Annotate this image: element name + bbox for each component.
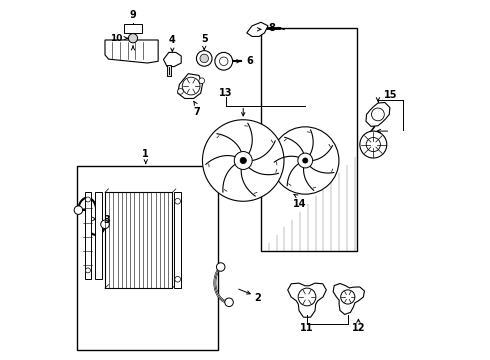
Text: 8: 8: [268, 23, 275, 33]
Polygon shape: [105, 40, 158, 63]
Circle shape: [234, 152, 252, 170]
Text: 13: 13: [219, 88, 232, 98]
Circle shape: [360, 131, 387, 158]
Polygon shape: [178, 74, 202, 99]
Text: 5: 5: [201, 33, 208, 44]
Circle shape: [178, 89, 183, 94]
Circle shape: [240, 157, 246, 164]
Bar: [124, 24, 142, 33]
Circle shape: [128, 33, 138, 43]
Circle shape: [215, 53, 233, 70]
Circle shape: [199, 78, 205, 84]
Polygon shape: [174, 192, 181, 288]
Text: 9: 9: [130, 10, 136, 20]
Circle shape: [341, 290, 355, 304]
Polygon shape: [366, 103, 390, 126]
Text: 14: 14: [293, 199, 307, 210]
Circle shape: [366, 138, 380, 152]
Polygon shape: [288, 283, 326, 317]
Polygon shape: [85, 192, 91, 279]
Text: 2: 2: [254, 293, 261, 303]
Circle shape: [298, 153, 313, 168]
Polygon shape: [164, 53, 181, 67]
Bar: [96, 192, 102, 279]
Circle shape: [175, 198, 180, 204]
Circle shape: [74, 206, 83, 215]
Circle shape: [85, 197, 91, 202]
Text: 12: 12: [352, 323, 365, 333]
Text: 7: 7: [194, 107, 200, 117]
Circle shape: [202, 120, 284, 201]
Circle shape: [225, 298, 233, 306]
Text: 6: 6: [247, 56, 253, 66]
Circle shape: [182, 77, 200, 95]
Text: 11: 11: [300, 323, 314, 333]
Circle shape: [101, 220, 109, 229]
Text: 10: 10: [110, 34, 122, 43]
Bar: [76, 166, 219, 350]
Circle shape: [303, 158, 308, 163]
Polygon shape: [247, 22, 268, 36]
Text: 1: 1: [143, 149, 149, 159]
Circle shape: [371, 108, 384, 121]
Text: 15: 15: [384, 90, 397, 100]
Circle shape: [200, 54, 208, 63]
Bar: [261, 28, 357, 251]
Circle shape: [85, 268, 91, 273]
Text: 4: 4: [169, 35, 176, 45]
Bar: [105, 192, 172, 288]
Circle shape: [217, 263, 225, 271]
Circle shape: [196, 51, 212, 66]
Circle shape: [175, 276, 180, 282]
Text: 3: 3: [103, 215, 110, 225]
Circle shape: [220, 57, 228, 66]
Circle shape: [298, 288, 316, 306]
Circle shape: [271, 127, 339, 194]
Polygon shape: [333, 283, 365, 314]
